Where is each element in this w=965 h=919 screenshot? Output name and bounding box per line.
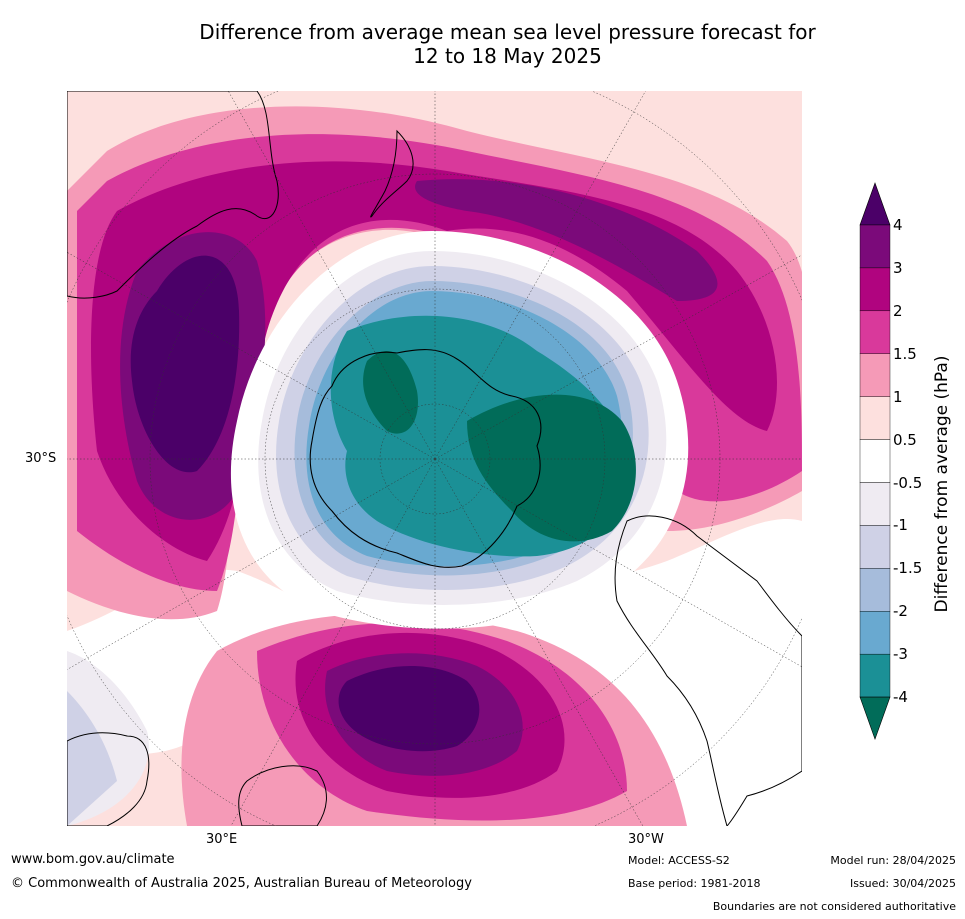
positive-core-indian: [130, 255, 240, 473]
colorbar-tick-label: -1: [893, 516, 908, 535]
negative-zone-corner-deep: [67, 691, 117, 826]
colorbar-extend-bottom: [859, 696, 891, 740]
footer-model: Model: ACCESS-S2: [628, 854, 730, 867]
footer-issued: Issued: 30/04/2025: [849, 877, 956, 890]
footer-url[interactable]: www.bom.gov.au/climate: [11, 852, 175, 867]
south-positive-core: [338, 666, 480, 752]
colorbar-segment: [859, 310, 891, 354]
title-line-1: Difference from average mean sea level p…: [199, 20, 816, 44]
colorbar-tick-label: 2: [893, 301, 903, 320]
positive-ring-level-3: [91, 161, 778, 562]
negative-core-west: [363, 351, 418, 434]
new-zealand-coastline: [370, 129, 414, 218]
colorbar-tick-label: -1.5: [893, 559, 923, 578]
colorbar-segment: [859, 653, 891, 698]
colorbar-tick-label: 4: [893, 216, 903, 234]
positive-core-pacific: [415, 179, 718, 301]
colorbar-segment: [859, 568, 891, 612]
australia-coastline: [67, 91, 279, 299]
latitude-label-30s: 30°S: [25, 451, 57, 466]
map-svg: [67, 91, 802, 826]
longitude-label-30e: 30°E: [206, 832, 238, 847]
colorbar-tick-label: -0.5: [893, 473, 923, 492]
footer-disclaimer: Boundaries are not considered authoritat…: [712, 900, 956, 913]
colorbar-segment: [859, 224, 891, 269]
southern-africa-coastline: [238, 765, 327, 826]
colorbar-label: Difference from average (hPa): [932, 355, 952, 613]
colorbar-tick-label: -4: [893, 688, 908, 707]
pressure-anomaly-map: [67, 91, 802, 826]
colorbar-segment: [859, 482, 891, 526]
south-america-coastline: [614, 515, 802, 826]
colorbar-segment: [859, 439, 891, 483]
colorbar-segment: [859, 396, 891, 440]
colorbar-segment: [859, 525, 891, 569]
longitude-label-30w: 30°W: [628, 832, 664, 847]
footer-base-period: Base period: 1981-2018: [628, 877, 761, 890]
footer-model-run: Model run: 28/04/2025: [830, 854, 956, 867]
colorbar-tick-label: 0.5: [893, 430, 917, 449]
colorbar-segment: [859, 353, 891, 397]
colorbar-segment: [859, 611, 891, 655]
colorbar-tick-label: 1: [893, 387, 903, 406]
colorbar: [859, 182, 891, 740]
colorbar-tick-label: -2: [893, 602, 908, 621]
title-line-2: 12 to 18 May 2025: [413, 44, 602, 68]
colorbar-tick-label: 1.5: [893, 344, 917, 363]
colorbar-tick-label: -3: [893, 645, 908, 664]
colorbar-segment: [859, 267, 891, 312]
graticule: [67, 91, 802, 826]
antarctica-coastline: [309, 349, 542, 568]
colorbar-extend-top: [859, 182, 891, 226]
africa-coastline: [67, 732, 150, 826]
map-title: Difference from average mean sea level p…: [0, 20, 965, 68]
colorbar-tick-label: 3: [893, 258, 903, 277]
footer-copyright: © Commonwealth of Australia 2025, Austra…: [11, 876, 472, 891]
negative-core: [467, 394, 636, 542]
